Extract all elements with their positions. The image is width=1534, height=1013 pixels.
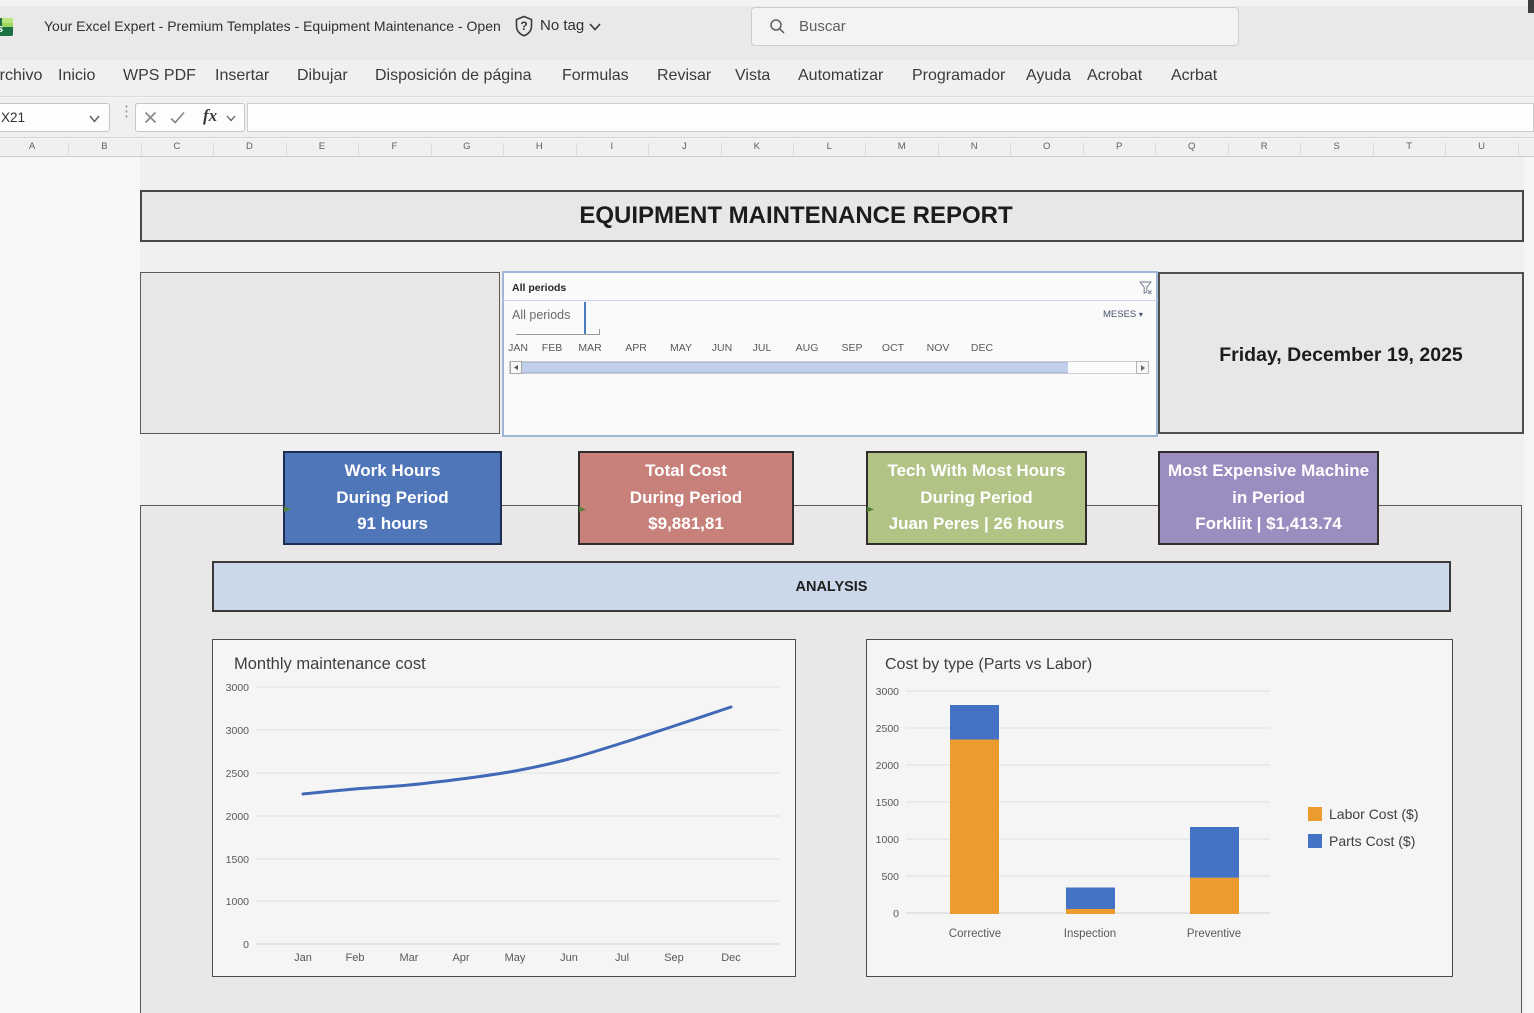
svg-text:3000: 3000	[876, 686, 900, 698]
svg-text:Jun: Jun	[560, 952, 578, 964]
svg-text:?: ?	[520, 19, 527, 33]
svg-text:Inspection: Inspection	[1064, 928, 1116, 940]
svg-text:2500: 2500	[876, 723, 900, 735]
svg-text:Apr: Apr	[452, 952, 469, 964]
svg-text:2000: 2000	[876, 760, 900, 772]
svg-text:Jan: Jan	[294, 952, 312, 964]
svg-text:1000: 1000	[876, 834, 900, 846]
svg-text:s: s	[0, 23, 3, 35]
svg-text:2000: 2000	[226, 811, 250, 823]
svg-text:Preventive: Preventive	[1187, 928, 1241, 940]
svg-text:1500: 1500	[876, 797, 900, 809]
svg-text:Sep: Sep	[664, 952, 684, 964]
svg-text:Corrective: Corrective	[949, 928, 1001, 940]
svg-text:Dec: Dec	[721, 952, 741, 964]
svg-text:3000: 3000	[226, 725, 250, 737]
svg-text:May: May	[505, 952, 526, 964]
svg-text:Labor Cost ($): Labor Cost ($)	[1329, 806, 1418, 822]
svg-text:Jul: Jul	[615, 952, 629, 964]
svg-text:Mar: Mar	[400, 952, 419, 964]
svg-text:Monthly maintenance cost: Monthly maintenance cost	[234, 655, 426, 673]
svg-text:Feb: Feb	[346, 952, 365, 964]
svg-text:Cost by type (Parts vs Labor): Cost by type (Parts vs Labor)	[885, 656, 1092, 673]
svg-text:Parts Cost ($): Parts Cost ($)	[1329, 833, 1415, 849]
svg-text:1500: 1500	[226, 854, 250, 866]
svg-text:0: 0	[243, 939, 249, 951]
svg-text:500: 500	[881, 871, 899, 883]
svg-text:3000: 3000	[226, 682, 250, 694]
svg-text:1000: 1000	[226, 896, 250, 908]
svg-text:2500: 2500	[226, 768, 250, 780]
svg-text:0: 0	[893, 908, 899, 920]
